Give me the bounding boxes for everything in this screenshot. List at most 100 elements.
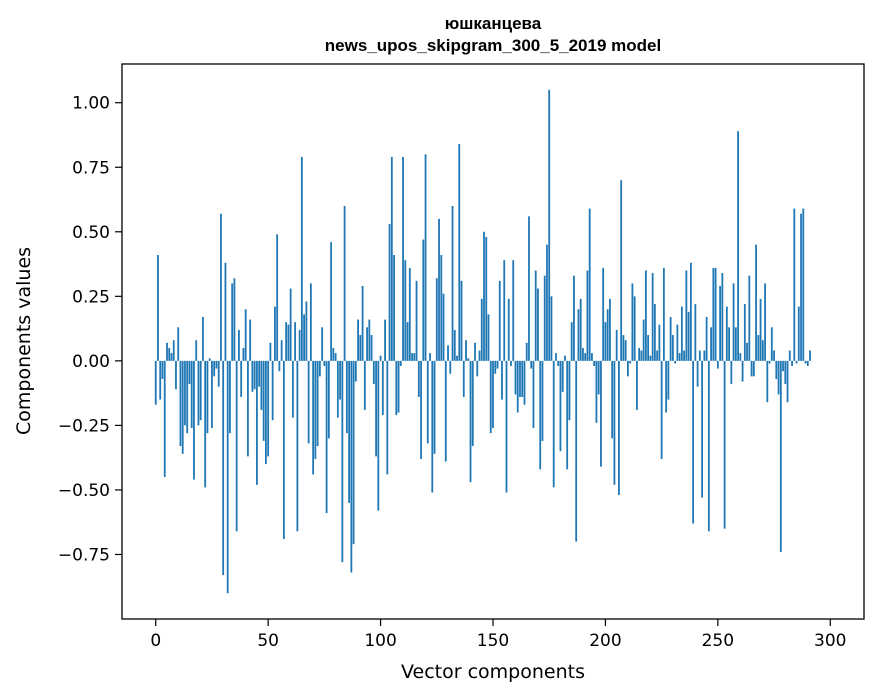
bar	[168, 347, 171, 361]
bar	[300, 156, 303, 361]
bar	[550, 296, 553, 361]
bar	[629, 360, 632, 364]
bar	[188, 360, 191, 385]
bar	[728, 327, 730, 361]
bar	[532, 360, 535, 428]
y-tick-label: −0.50	[58, 481, 110, 501]
bar	[404, 260, 407, 361]
bar	[600, 360, 602, 467]
bar	[750, 360, 753, 377]
bar	[748, 275, 751, 361]
bar	[539, 360, 542, 470]
chart-subtitle: news_upos_skipgram_300_5_2019 model	[325, 36, 661, 55]
bar	[773, 350, 775, 361]
bar	[795, 360, 798, 364]
bar	[296, 360, 299, 532]
bar	[523, 360, 526, 405]
bar	[184, 360, 186, 426]
x-axis-ticks: 0 50 100 150 200 250 300	[150, 619, 846, 651]
bar	[559, 360, 562, 452]
bar	[804, 360, 807, 364]
bar	[636, 360, 638, 410]
bar	[224, 262, 227, 361]
bar	[620, 180, 623, 361]
bar	[510, 360, 512, 367]
bar	[384, 319, 386, 361]
bar	[674, 360, 677, 364]
bar	[764, 283, 766, 361]
bar	[280, 340, 283, 361]
bar	[154, 360, 157, 405]
bar	[649, 355, 652, 361]
bar	[615, 329, 618, 361]
bar	[593, 360, 596, 367]
bar	[496, 360, 499, 369]
bar	[253, 360, 256, 390]
bar	[800, 213, 802, 361]
bar	[662, 267, 665, 361]
bar	[316, 360, 319, 447]
y-tick-label: 0.50	[72, 223, 110, 243]
bar	[435, 278, 438, 361]
bar	[582, 347, 584, 361]
bar	[386, 360, 389, 475]
bar	[730, 360, 733, 385]
bar	[476, 360, 479, 377]
bar	[784, 360, 787, 385]
bar	[516, 360, 519, 413]
bar	[658, 324, 661, 361]
bar	[791, 360, 793, 367]
y-tick-label: 0.25	[72, 287, 110, 307]
bar	[638, 347, 641, 361]
bar	[519, 360, 521, 397]
bar	[175, 360, 177, 390]
bar	[653, 304, 656, 361]
bar	[642, 319, 645, 361]
bar	[289, 288, 292, 361]
bar	[332, 347, 335, 361]
bar	[217, 360, 220, 387]
bar	[393, 255, 395, 361]
y-axis-ticks: −0.75 −0.50 −0.25 0.00 0.25 0.50 0.75 1.00	[58, 94, 122, 565]
bar	[566, 360, 569, 470]
bar	[755, 244, 757, 361]
bar	[530, 360, 533, 369]
bar	[276, 234, 279, 361]
bar	[640, 350, 643, 361]
bar	[408, 267, 411, 361]
x-tick-label: 250	[702, 631, 734, 651]
bar	[354, 360, 357, 382]
bar	[478, 350, 481, 361]
bar	[415, 280, 418, 361]
bar	[204, 360, 207, 488]
bar	[350, 360, 353, 573]
bar	[402, 156, 404, 361]
bar	[235, 360, 238, 532]
bar	[312, 360, 315, 475]
bar	[242, 347, 245, 361]
bar	[685, 270, 688, 361]
bar	[444, 360, 447, 462]
bar	[395, 360, 398, 416]
bar	[238, 329, 240, 361]
y-tick-label: 0.75	[72, 158, 110, 178]
bar	[359, 335, 362, 361]
bar	[303, 314, 306, 361]
bar	[348, 360, 350, 503]
bar	[806, 360, 809, 367]
bar	[586, 270, 589, 361]
bar	[336, 360, 339, 418]
bar	[521, 360, 524, 397]
bar	[368, 319, 371, 361]
bar	[692, 360, 695, 524]
bar	[390, 156, 393, 361]
bar	[759, 298, 762, 361]
bar	[287, 324, 290, 361]
bar	[494, 360, 497, 374]
bar	[584, 353, 587, 361]
bar	[352, 360, 355, 545]
bar	[330, 242, 333, 361]
bar	[546, 244, 548, 361]
bar	[564, 355, 566, 361]
bar	[489, 360, 492, 434]
